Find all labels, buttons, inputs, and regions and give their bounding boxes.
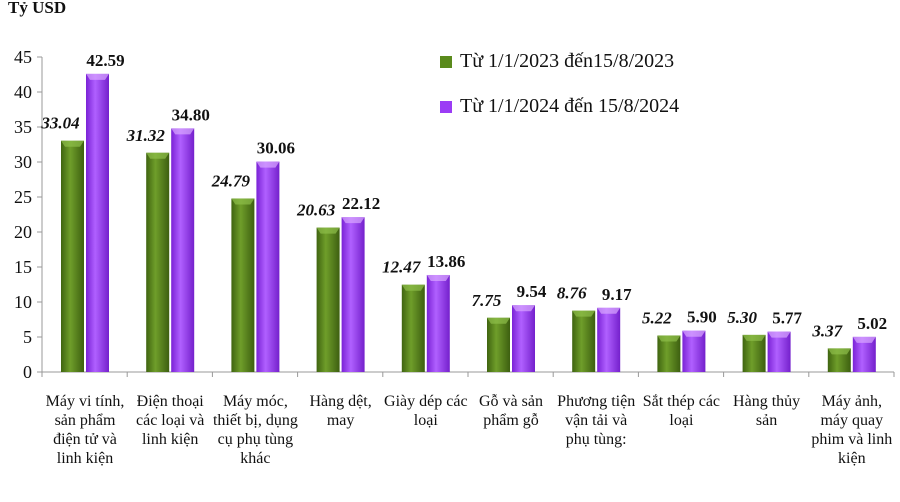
bar-2023 — [61, 140, 84, 372]
bar-2023 — [487, 317, 510, 372]
bar-2023 — [401, 284, 425, 372]
data-label: 33.04 — [40, 114, 79, 133]
bar-2024 — [341, 217, 365, 372]
data-label: 31.32 — [126, 126, 166, 145]
bar-top — [487, 317, 510, 324]
bar-2023 — [742, 334, 766, 372]
bar-top — [341, 217, 365, 224]
x-category-label: Gỗ và sản phẩm gỗ — [479, 393, 543, 429]
legend-item-2024: Từ 1/1/2024 đến 15/8/2024 — [440, 95, 679, 118]
data-label: 8.76 — [557, 284, 587, 303]
x-category-label: Điện thoại các loại và linh kiện — [135, 393, 205, 448]
bar-top — [597, 307, 621, 314]
legend-label: Từ 1/1/2023 đến15/8/2023 — [460, 50, 675, 72]
bar-top — [426, 274, 450, 281]
bar-2024 — [256, 161, 280, 372]
bar-2023 — [146, 152, 170, 372]
x-category-label: Máy móc, thiết bị, dụng cụ phụ tùng khác — [212, 393, 298, 467]
bar-top — [171, 128, 195, 135]
bar-top — [657, 335, 681, 342]
bar-2024 — [426, 274, 450, 372]
data-label: 9.54 — [517, 282, 547, 301]
y-tick-label: 15 — [14, 257, 32, 277]
bar-2024 — [597, 307, 621, 372]
bar-top — [852, 336, 876, 343]
bar-top — [231, 198, 255, 205]
legend-label: Từ 1/1/2024 đến 15/8/2024 — [460, 95, 680, 117]
data-label: 20.63 — [296, 201, 336, 220]
bar-2024 — [682, 330, 706, 372]
x-category-label: Hàng dệt, may — [309, 393, 372, 429]
bar-top — [401, 284, 425, 291]
data-label: 5.77 — [772, 309, 802, 328]
data-label: 5.90 — [687, 308, 717, 327]
x-category-label: Giày dép các loại — [384, 393, 468, 429]
bar-2024 — [852, 336, 876, 372]
bar-top — [86, 73, 109, 80]
y-tick-label: 0 — [23, 362, 32, 382]
bar-top — [61, 140, 84, 147]
y-tick-label: 20 — [14, 222, 32, 242]
x-category-label: Sắt thép các loại — [642, 393, 721, 429]
data-label: 12.47 — [382, 258, 422, 277]
bar-top — [767, 331, 791, 338]
y-tick-label: 40 — [14, 82, 32, 102]
data-label: 9.17 — [602, 285, 632, 304]
bar-2023 — [316, 227, 340, 372]
y-tick-label: 45 — [14, 47, 32, 67]
legend-swatch — [440, 100, 452, 113]
data-label: 7.75 — [472, 291, 502, 310]
bar-top — [572, 310, 596, 317]
data-label: 13.86 — [427, 252, 465, 271]
data-label: 5.02 — [857, 314, 887, 333]
data-label: 24.79 — [211, 171, 251, 190]
bar-top — [682, 330, 706, 337]
bar-2024 — [512, 305, 535, 372]
bar-top — [512, 305, 535, 312]
x-category-label: Phương tiện vận tải và phụ tùng: — [557, 393, 636, 448]
data-label: 5.30 — [727, 308, 757, 327]
y-tick-label: 10 — [14, 292, 32, 312]
data-label: 22.12 — [342, 194, 380, 213]
x-category-label: Máy vi tính, sản phẩm điện tử và linh ki… — [45, 393, 125, 467]
data-label: 3.37 — [811, 321, 843, 340]
data-label: 30.06 — [257, 139, 295, 158]
bar-2024 — [171, 128, 195, 372]
legend-swatch — [440, 55, 452, 68]
bar-2024 — [767, 331, 791, 372]
bar-top — [256, 161, 280, 168]
bar-top — [146, 152, 170, 159]
bar-2023 — [231, 198, 255, 372]
y-tick-label: 35 — [14, 117, 32, 137]
bar-top — [316, 227, 340, 234]
x-category-label: Máy ảnh, máy quay phim và linh kiện — [811, 393, 893, 467]
bar-top — [827, 348, 851, 355]
bar-2023 — [657, 335, 681, 372]
data-label: 5.22 — [642, 308, 672, 327]
legend-item-2023: Từ 1/1/2023 đến15/8/2023 — [440, 50, 674, 73]
bar-2023 — [572, 310, 596, 372]
bar-top — [742, 334, 766, 341]
x-category-label: Hàng thủy sản — [733, 393, 801, 429]
data-label: 34.80 — [172, 105, 210, 124]
data-label: 42.59 — [86, 51, 124, 70]
bar-2024 — [86, 73, 109, 373]
y-tick-label: 25 — [14, 187, 32, 207]
y-tick-label: 5 — [23, 327, 32, 347]
y-tick-label: 30 — [14, 152, 32, 172]
y-axis-unit: Tỷ USD — [8, 0, 67, 17]
